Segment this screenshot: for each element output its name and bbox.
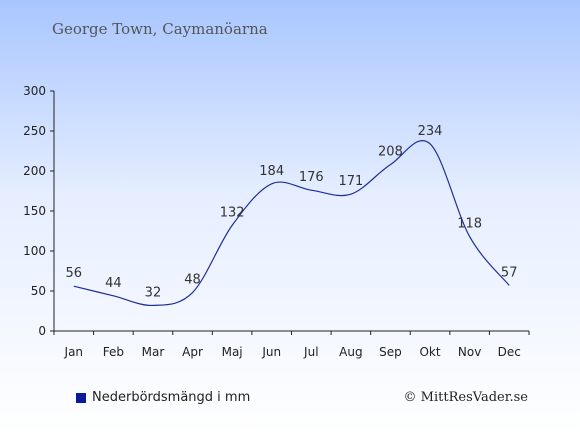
x-tick-label: Dec	[498, 345, 521, 359]
x-tick-label: Feb	[103, 345, 124, 359]
y-tick-label: 200	[23, 164, 46, 178]
y-tick-label: 250	[23, 124, 46, 138]
credit-text: © MittResVader.se	[403, 390, 528, 405]
data-label: 132	[220, 205, 245, 220]
x-tick-label: Jul	[303, 345, 318, 359]
data-label: 56	[66, 266, 83, 281]
data-label: 32	[145, 285, 162, 300]
data-label: 48	[184, 273, 201, 288]
legend-label: Nederbördsmängd i mm	[92, 390, 251, 405]
data-label: 171	[338, 174, 363, 189]
data-label: 57	[501, 265, 518, 280]
data-label: 234	[418, 124, 443, 139]
x-tick-label: Aug	[339, 345, 362, 359]
legend: Nederbördsmängd i mm	[76, 390, 250, 405]
y-tick-label: 50	[31, 284, 46, 298]
x-tick-label: Sep	[379, 345, 402, 359]
legend-swatch	[76, 392, 86, 403]
y-tick-label: 150	[23, 204, 46, 218]
data-label: 208	[378, 145, 403, 160]
x-tick-label: Okt	[419, 345, 440, 359]
chart-title: George Town, Caymanöarna	[52, 20, 268, 38]
x-tick-label: Mar	[142, 345, 165, 359]
series-line	[73, 140, 510, 307]
data-label: 118	[457, 217, 482, 232]
x-tick-label: Apr	[182, 345, 203, 359]
y-tick-label: 0	[38, 324, 46, 338]
y-tick-label: 300	[23, 84, 46, 98]
y-tick-label: 100	[23, 244, 46, 258]
data-label: 184	[259, 164, 284, 179]
x-tick-label: Jun	[261, 345, 281, 359]
x-tick-label: Nov	[458, 345, 481, 359]
x-tick-label: Maj	[222, 345, 243, 359]
data-label: 44	[105, 276, 122, 291]
data-label: 176	[299, 170, 324, 185]
x-tick-label: Jan	[64, 345, 84, 359]
